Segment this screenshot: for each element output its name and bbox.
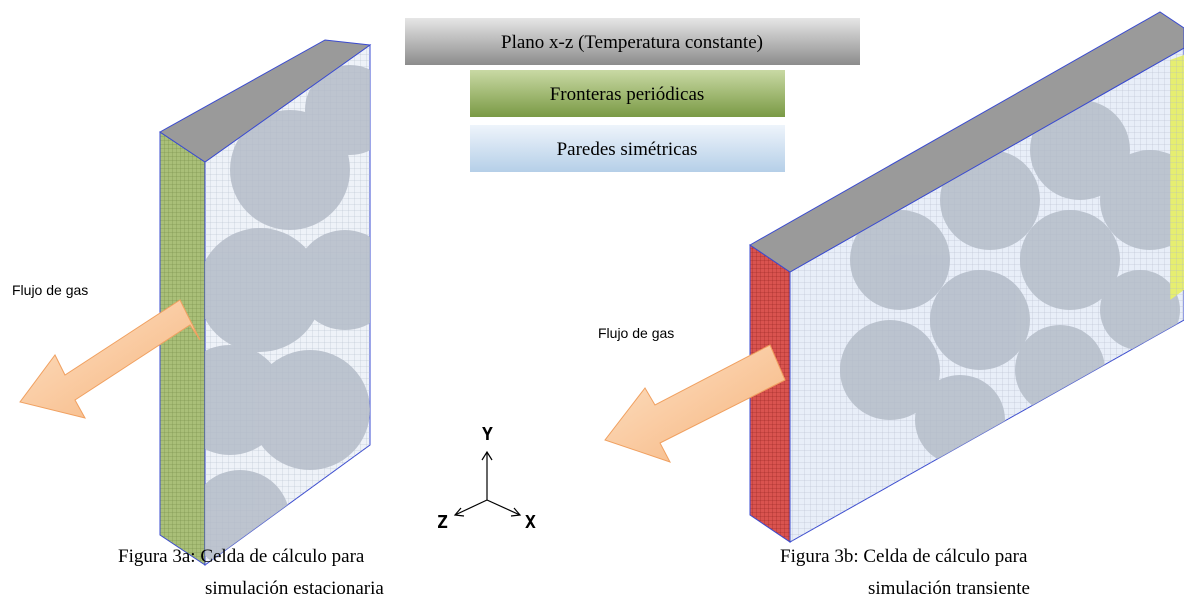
legend-box [470,125,785,172]
legend-box [470,70,785,117]
axis-label: X [525,512,536,533]
legend-label: Paredes simétricas [557,139,698,160]
caption: simulación transiente [868,578,1030,599]
legend-box [405,18,860,65]
axes-triad [453,450,522,517]
flow-arrow [604,344,786,463]
flow-arrow [19,299,201,419]
cell-right [749,11,1184,543]
axis-label: Z [437,512,448,533]
cell-left [159,39,372,566]
legend-label: Fronteras periódicas [550,84,705,105]
flow-label: Flujo de gas [12,282,88,298]
axis-label: Y [482,424,493,445]
flow-label: Flujo de gas [598,325,674,341]
caption: simulación estacionaria [205,578,384,599]
caption: Figura 3b: Celda de cálculo para [780,546,1028,567]
legend-label: Plano x-z (Temperatura constante) [501,32,763,53]
caption: Figura 3a: Celda de cálculo para [118,546,365,567]
